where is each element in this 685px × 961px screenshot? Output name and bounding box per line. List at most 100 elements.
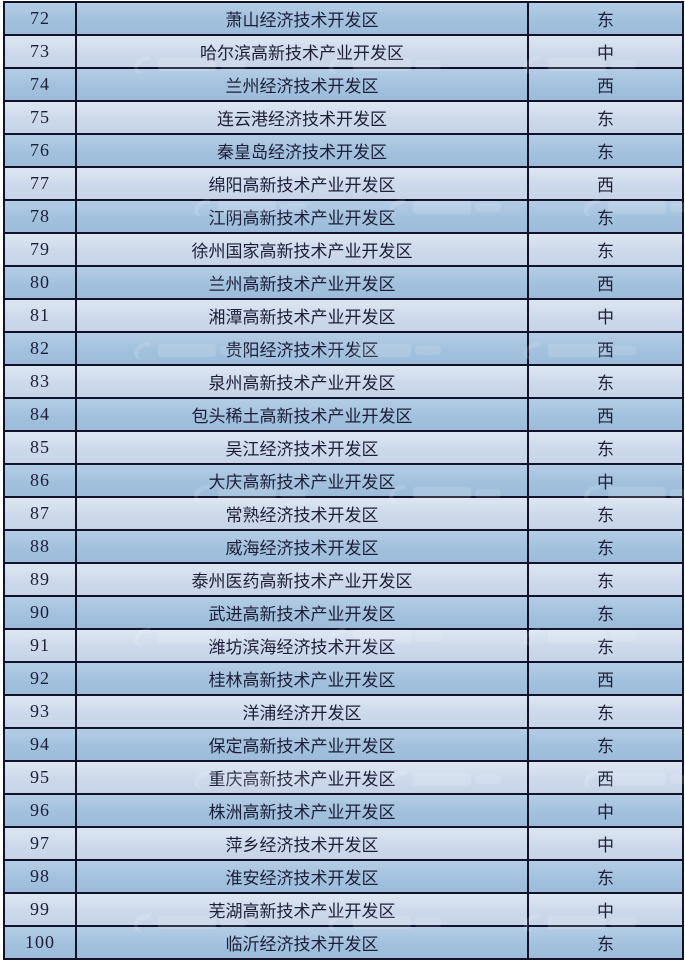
- table-row: 96 株洲高新技术产业开发区 中: [3, 793, 684, 828]
- region-cell: 东: [527, 232, 684, 267]
- zone-name-cell: 江阴高新技术产业开发区: [75, 199, 529, 234]
- rank-cell: 79: [3, 232, 77, 267]
- region-cell: 西: [527, 760, 684, 795]
- zone-name-cell: 保定高新技术产业开发区: [75, 727, 529, 762]
- table-row: 74 兰州经济技术开发区 西: [3, 67, 684, 102]
- region-cell: 中: [527, 34, 684, 69]
- rank-cell: 77: [3, 166, 77, 201]
- table-row: 84 包头稀土高新技术产业开发区 西: [3, 397, 684, 432]
- table-row: 83 泉州高新技术产业开发区 东: [3, 364, 684, 399]
- rank-cell: 82: [3, 331, 77, 366]
- rank-cell: 75: [3, 100, 77, 135]
- zone-name-cell: 贵阳经济技术开发区: [75, 331, 529, 366]
- rank-cell: 83: [3, 364, 77, 399]
- table-row: 72 萧山经济技术开发区 东: [3, 1, 684, 36]
- zone-name-cell: 萧山经济技术开发区: [75, 1, 529, 36]
- zone-name-cell: 大庆高新技术产业开发区: [75, 463, 529, 498]
- zone-name-cell: 常熟经济技术开发区: [75, 496, 529, 531]
- region-cell: 中: [527, 826, 684, 861]
- region-cell: 西: [527, 397, 684, 432]
- rank-cell: 97: [3, 826, 77, 861]
- development-zones-table: 72 萧山经济技术开发区 东 73 哈尔滨高新技术产业开发区 中 74 兰州经济…: [3, 1, 684, 960]
- region-cell: 东: [527, 496, 684, 531]
- zone-name-cell: 洋浦经济开发区: [75, 694, 529, 729]
- rank-cell: 72: [3, 1, 77, 36]
- table-row: 85 吴江经济技术开发区 东: [3, 430, 684, 465]
- region-cell: 西: [527, 67, 684, 102]
- table-row: 98 淮安经济技术开发区 东: [3, 859, 684, 894]
- region-cell: 西: [527, 331, 684, 366]
- rank-cell: 88: [3, 529, 77, 564]
- rank-cell: 91: [3, 628, 77, 663]
- rank-cell: 95: [3, 760, 77, 795]
- zone-name-cell: 潍坊滨海经济技术开发区: [75, 628, 529, 663]
- region-cell: 东: [527, 430, 684, 465]
- rank-cell: 81: [3, 298, 77, 333]
- region-cell: 东: [527, 529, 684, 564]
- zone-name-cell: 芜湖高新技术产业开发区: [75, 892, 529, 927]
- region-cell: 东: [527, 562, 684, 597]
- rank-cell: 100: [3, 925, 77, 960]
- zone-name-cell: 秦皇岛经济技术开发区: [75, 133, 529, 168]
- zone-name-cell: 威海经济技术开发区: [75, 529, 529, 564]
- zone-name-cell: 株洲高新技术产业开发区: [75, 793, 529, 828]
- region-cell: 中: [527, 892, 684, 927]
- zone-name-cell: 淮安经济技术开发区: [75, 859, 529, 894]
- rank-cell: 93: [3, 694, 77, 729]
- region-cell: 东: [527, 628, 684, 663]
- region-cell: 东: [527, 694, 684, 729]
- zone-name-cell: 桂林高新技术产业开发区: [75, 661, 529, 696]
- rank-cell: 98: [3, 859, 77, 894]
- table-row: 87 常熟经济技术开发区 东: [3, 496, 684, 531]
- table-row: 77 绵阳高新技术产业开发区 西: [3, 166, 684, 201]
- rank-cell: 84: [3, 397, 77, 432]
- zone-name-cell: 泰州医药高新技术产业开发区: [75, 562, 529, 597]
- region-cell: 东: [527, 859, 684, 894]
- region-cell: 中: [527, 793, 684, 828]
- zone-name-cell: 重庆高新技术产业开发区: [75, 760, 529, 795]
- region-cell: 东: [527, 1, 684, 36]
- table-row: 81 湘潭高新技术产业开发区 中: [3, 298, 684, 333]
- table-row: 95 重庆高新技术产业开发区 西: [3, 760, 684, 795]
- zone-name-cell: 临沂经济技术开发区: [75, 925, 529, 960]
- region-cell: 东: [527, 925, 684, 960]
- region-cell: 中: [527, 463, 684, 498]
- rank-cell: 80: [3, 265, 77, 300]
- table-row: 79 徐州国家高新技术产业开发区 东: [3, 232, 684, 267]
- zone-name-cell: 湘潭高新技术产业开发区: [75, 298, 529, 333]
- rank-cell: 92: [3, 661, 77, 696]
- table-row: 86 大庆高新技术产业开发区 中: [3, 463, 684, 498]
- zone-name-cell: 哈尔滨高新技术产业开发区: [75, 34, 529, 69]
- table-row: 73 哈尔滨高新技术产业开发区 中: [3, 34, 684, 69]
- region-cell: 东: [527, 595, 684, 630]
- table-row: 75 连云港经济技术开发区 东: [3, 100, 684, 135]
- table-row: 97 萍乡经济技术开发区 中: [3, 826, 684, 861]
- rank-cell: 96: [3, 793, 77, 828]
- rank-cell: 73: [3, 34, 77, 69]
- region-cell: 西: [527, 265, 684, 300]
- region-cell: 东: [527, 100, 684, 135]
- zone-name-cell: 兰州经济技术开发区: [75, 67, 529, 102]
- rank-cell: 94: [3, 727, 77, 762]
- region-cell: 东: [527, 133, 684, 168]
- zone-name-cell: 萍乡经济技术开发区: [75, 826, 529, 861]
- table-row: 100 临沂经济技术开发区 东: [3, 925, 684, 960]
- table-row: 78 江阴高新技术产业开发区 东: [3, 199, 684, 234]
- zone-name-cell: 徐州国家高新技术产业开发区: [75, 232, 529, 267]
- zone-name-cell: 武进高新技术产业开发区: [75, 595, 529, 630]
- zone-name-cell: 绵阳高新技术产业开发区: [75, 166, 529, 201]
- table-row: 93 洋浦经济开发区 东: [3, 694, 684, 729]
- rank-cell: 86: [3, 463, 77, 498]
- rank-cell: 89: [3, 562, 77, 597]
- table-row: 92 桂林高新技术产业开发区 西: [3, 661, 684, 696]
- zone-name-cell: 连云港经济技术开发区: [75, 100, 529, 135]
- table-row: 80 兰州高新技术产业开发区 西: [3, 265, 684, 300]
- rank-cell: 85: [3, 430, 77, 465]
- table-row: 88 威海经济技术开发区 东: [3, 529, 684, 564]
- rank-cell: 78: [3, 199, 77, 234]
- table-row: 82 贵阳经济技术开发区 西: [3, 331, 684, 366]
- zone-name-cell: 包头稀土高新技术产业开发区: [75, 397, 529, 432]
- rank-cell: 99: [3, 892, 77, 927]
- rank-cell: 74: [3, 67, 77, 102]
